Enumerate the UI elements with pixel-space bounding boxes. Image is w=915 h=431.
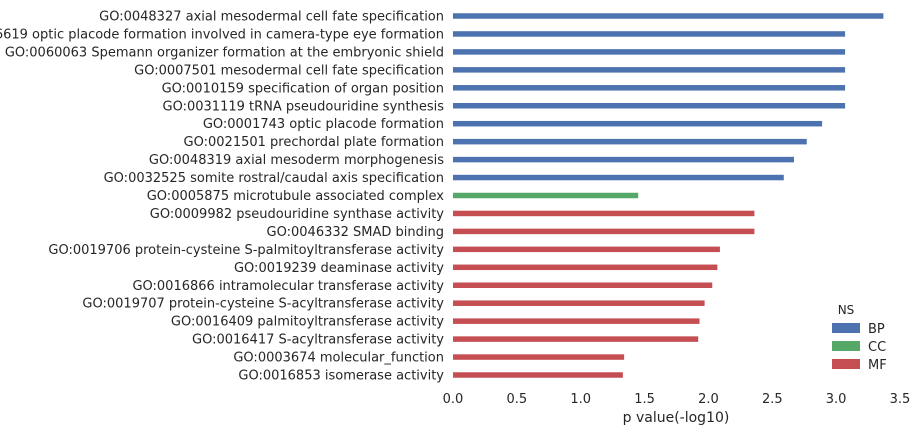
legend-label-cc: CC	[868, 340, 886, 355]
category-label: GO:0019706 protein-cysteine S-palmitoylt…	[48, 243, 444, 258]
x-axis-ticks: 0.0 0.5 1.0 1.5 2.0 2.5 3.0 3.5	[443, 392, 911, 407]
category-label: GO:0007501 mesodermal cell fate specific…	[134, 63, 444, 78]
legend-swatch-bp	[832, 323, 860, 333]
bar-13	[453, 228, 755, 235]
category-label: GO:0001743 optic placode formation	[203, 117, 444, 132]
bar-17	[453, 300, 705, 306]
bar-15	[453, 264, 718, 271]
category-label: GO:0016409 palmitoyltransferase activity	[171, 315, 444, 330]
x-tick-label: 1.5	[634, 392, 655, 407]
bar-3	[453, 49, 846, 55]
bar-16	[453, 282, 713, 288]
legend-swatch-mf	[832, 359, 860, 369]
bar-4	[453, 67, 846, 73]
category-label: GO:0016417 S-acyltransferase activity	[192, 333, 444, 348]
bar-12	[453, 210, 755, 217]
x-tick-label: 1.0	[570, 392, 591, 407]
category-label: GO:0019239 deaminase activity	[234, 261, 444, 276]
bar-9	[453, 156, 794, 163]
bar-7	[453, 120, 823, 127]
x-tick-label: 0.5	[507, 392, 528, 407]
bar-21	[453, 372, 623, 378]
bar-14	[453, 246, 720, 253]
legend-label-bp: BP	[868, 322, 885, 337]
bar-8	[453, 138, 807, 145]
bars	[453, 13, 884, 378]
category-label: GO:0021501 prechordal plate formation	[184, 135, 444, 150]
x-tick-label: 0.0	[443, 392, 464, 407]
category-label: GO:0031119 tRNA pseudouridine synthesis	[163, 99, 445, 114]
category-label: GO:0046332 SMAD binding	[267, 225, 444, 240]
bar-18	[453, 318, 700, 324]
legend-label-mf: MF	[868, 358, 887, 373]
x-tick-label: 2.0	[698, 392, 719, 407]
bar-20	[453, 354, 625, 360]
category-label: GO:0048319 axial mesoderm morphogenesis	[149, 153, 444, 168]
legend-swatch-cc	[832, 341, 860, 351]
bar-10	[453, 174, 784, 181]
x-tick-label: 3.0	[826, 392, 847, 407]
bar-5	[453, 85, 846, 91]
category-label: GO:0032525 somite rostral/caudal axis sp…	[104, 171, 444, 186]
x-tick-label: 3.5	[890, 392, 911, 407]
category-label: GO:0048327 axial mesodermal cell fate sp…	[99, 10, 444, 25]
x-axis-title: p value(-log10)	[623, 410, 730, 426]
x-tick-label: 2.5	[762, 392, 783, 407]
bar-11	[453, 192, 639, 199]
bar-1	[453, 13, 884, 19]
category-label: GO:0016866 intramolecular transferase ac…	[132, 279, 444, 294]
bar-6	[453, 103, 846, 109]
bar-19	[453, 336, 699, 342]
bar-2	[453, 31, 846, 37]
category-label: GO:0060063 Spemann organizer formation a…	[5, 45, 444, 60]
category-labels: GO:0048327 axial mesodermal cell fate sp…	[0, 10, 444, 384]
category-label: GO:0009982 pseudouridine synthase activi…	[150, 207, 445, 222]
legend: NS BP CC MF	[832, 303, 887, 373]
category-label: GO:0010159 specification of organ positi…	[162, 81, 444, 96]
category-label: GO:0019707 protein-cysteine S-acyltransf…	[82, 297, 444, 312]
category-label: GO:0005875 microtubule associated comple…	[147, 189, 445, 204]
legend-title: NS	[838, 303, 855, 317]
category-label: GO:0046619 optic placode formation invol…	[0, 27, 444, 42]
category-label: GO:0016853 isomerase activity	[238, 369, 444, 384]
category-label: GO:0003674 molecular_function	[233, 351, 444, 366]
